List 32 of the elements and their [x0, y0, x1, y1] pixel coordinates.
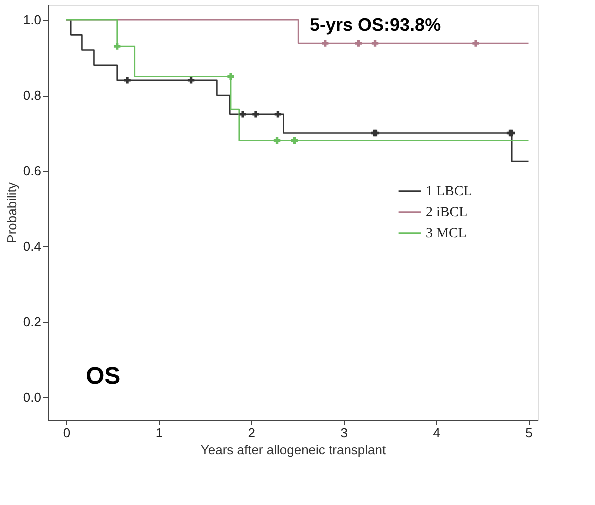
x-tick-label: 5 — [526, 426, 533, 440]
x-tick-label: 3 — [340, 426, 348, 440]
x-axis-title: Years after allogeneic transplant — [200, 442, 387, 458]
x-tick-label: 4 — [433, 426, 440, 440]
point — [228, 73, 234, 80]
y-tick-label: 0.6 — [23, 164, 42, 178]
point — [274, 111, 282, 118]
y-axis-title: Probability — [4, 182, 20, 244]
y-tick-label: 0.2 — [23, 314, 42, 330]
y-tick-label: 0.8 — [23, 88, 42, 104]
annotation: OS — [86, 363, 121, 390]
y-tick-label: 1.0 — [23, 12, 42, 28]
point — [114, 43, 121, 50]
point — [355, 40, 362, 47]
legend-label: 1 LBCL — [426, 184, 472, 200]
y-tick-label: 0.0 — [23, 390, 42, 405]
x-tick-label: 2 — [248, 426, 256, 440]
x-tick-label: 1 — [156, 426, 164, 440]
point — [188, 77, 195, 84]
y-tick-label: 0.4 — [23, 238, 42, 254]
legend-label: 3 MCL — [426, 226, 467, 242]
annotation: 5-yrs OS:93.8% — [310, 15, 442, 35]
point — [252, 111, 260, 118]
point — [240, 111, 246, 118]
point — [291, 137, 298, 144]
x-tick-label: 0 — [63, 426, 71, 440]
legend-label: 2 iBCL — [426, 205, 468, 220]
point — [322, 40, 329, 47]
point — [274, 137, 281, 144]
point — [372, 40, 379, 47]
point — [472, 40, 480, 47]
point — [124, 77, 131, 84]
